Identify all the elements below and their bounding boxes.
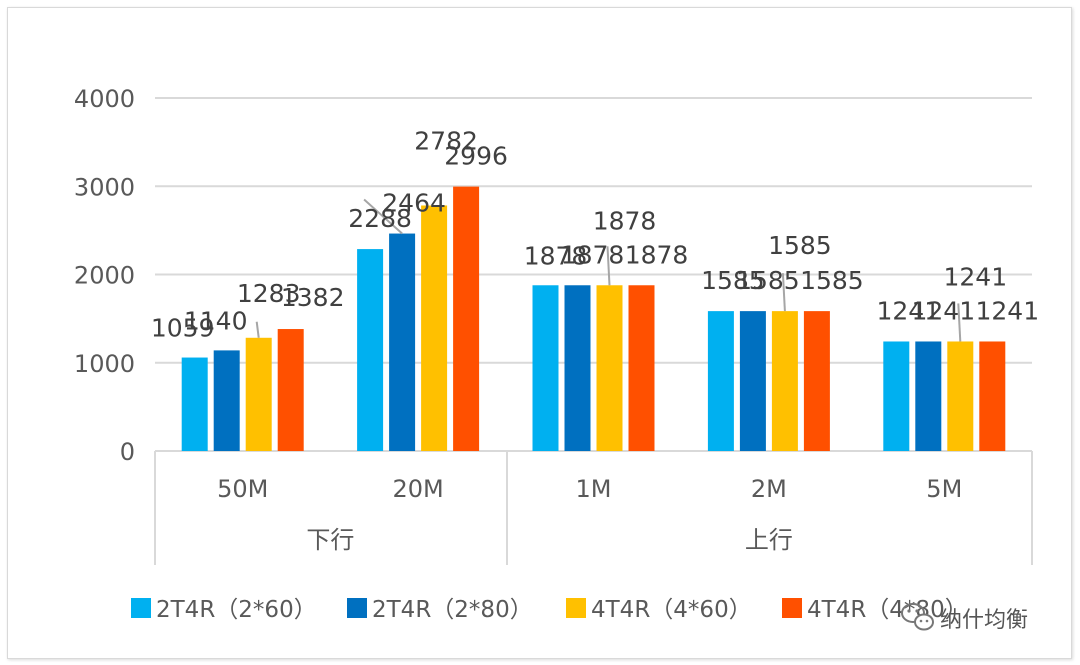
x-axis: 50M 20M 1M 2M 5M 下行 上行 [154,450,1033,565]
legend-label: 4T4R（4*60） [591,597,752,623]
legend-label: 4T4R（4*80） [807,597,968,623]
bar [421,205,448,451]
bar [771,311,798,451]
bar [277,329,304,451]
x-category-label: 20M [392,475,443,503]
y-tick-label: 0 [120,438,135,466]
x-category-label: 1M [576,475,612,503]
x-category-label: 2M [751,475,787,503]
data-label: 1140 [184,306,248,335]
bar [883,341,910,451]
data-label: 1059 [151,314,215,343]
leader-lines [255,198,962,342]
bar [803,311,830,451]
data-label: 1878 [561,240,625,269]
y-tick-label: 2000 [74,262,135,290]
x-category-label: 50M [217,475,268,503]
y-tick-label: 4000 [74,85,135,113]
data-label: 1585 [701,266,765,295]
legend-swatch [347,598,367,618]
leader-line [255,321,260,338]
bar [739,311,766,451]
data-label: 2996 [444,142,508,171]
bar [628,285,655,451]
data-labels: 1059 2288 1878 1585 1241 1140 2464 1878 1585 1241… [151,126,1039,342]
data-label: 2782 [414,126,478,155]
legend-label: 2T4R（2*60） [156,597,317,623]
bar [213,350,240,451]
bar [707,311,734,451]
data-label: 2464 [382,189,446,218]
y-tick-label: 1000 [74,350,135,378]
watermark: 纳什均衡 [901,603,1028,633]
data-label: 1283 [237,279,301,308]
data-label: 1241 [911,296,975,325]
bar [915,341,942,451]
data-label: 1585 [768,231,832,260]
data-label: 1241 [975,296,1039,325]
y-tick-label: 3000 [74,173,135,201]
bars [181,186,1006,451]
leader-line [957,303,962,342]
bar [389,233,416,451]
bar [357,249,384,451]
legend-item: 4T4R（4*80） [782,597,968,623]
bar [245,337,272,451]
data-label: 2288 [348,204,412,233]
data-label: 1878 [593,206,657,235]
data-label: 1585 [736,266,800,295]
legend-swatch [782,598,802,618]
leader-line [606,246,611,286]
leader-line [781,273,786,312]
bar [979,341,1006,451]
legend-item: 4T4R（4*60） [566,597,752,623]
leader-line [363,198,403,235]
data-label: 1585 [800,266,864,295]
data-label: 1878 [625,240,689,269]
bar [564,285,591,451]
bar [453,186,480,451]
x-group-label: 下行 [306,526,354,554]
legend-swatch [566,598,586,618]
data-label: 1878 [524,241,588,270]
legend-label: 2T4R（2*80） [372,597,533,623]
bar [181,357,208,451]
y-axis: 0 1000 2000 3000 4000 [74,85,135,466]
wechat-icon [901,603,934,631]
x-group-label: 上行 [745,526,793,554]
bar [947,341,974,451]
data-label: 1241 [876,296,940,325]
legend: 2T4R（2*60） 2T4R（2*80） 4T4R（4*60） 4T4R（4*80） [131,597,968,623]
legend-item: 2T4R（2*60） [131,597,317,623]
bar [596,285,623,451]
legend-item: 2T4R（2*80） [347,597,533,623]
bar [532,285,559,451]
data-label: 1241 [943,262,1007,291]
legend-swatch [131,598,151,618]
data-label: 1382 [281,283,345,312]
watermark-text: 纳什均衡 [940,608,1028,633]
x-category-label: 5M [926,475,962,503]
